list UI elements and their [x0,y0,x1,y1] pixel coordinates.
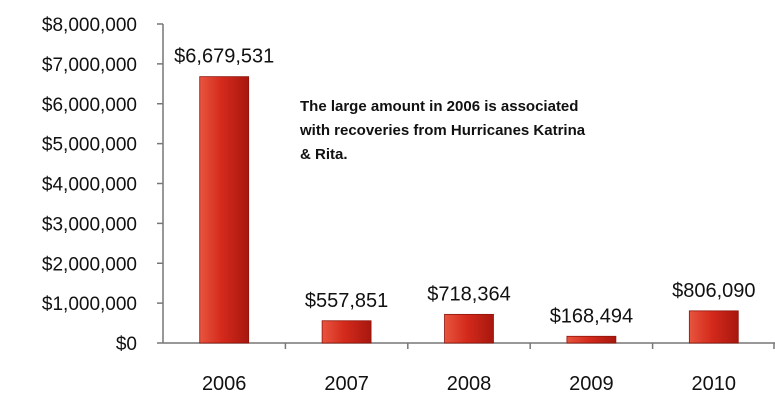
y-tick-label: $8,000,000 [42,15,137,36]
annotation-text: The large amount in 2006 is associated w… [299,98,589,163]
bar-2010 [688,310,739,344]
data-label-2007: $557,851 [305,290,388,312]
x-tick-label-2007: 2007 [324,373,369,395]
y-tick-label: $4,000,000 [42,175,137,196]
bar-2008 [444,313,494,344]
data-label-2008: $718,364 [427,283,510,305]
y-tick-label: $6,000,000 [42,95,137,116]
bar-2006 [199,76,250,344]
y-axis: $0 $1,000,000 $2,000,000 $3,000,000 $4,000,0… [42,15,164,355]
y-tick-label: $2,000,000 [42,254,137,275]
data-label-2006: $6,679,531 [174,46,274,68]
x-tick-label-2008: 2008 [447,373,492,395]
category-labels: 2006 2007 2008 2009 2010 [202,373,736,395]
bar-2007 [321,320,372,344]
bar-2009 [566,335,617,344]
y-tick-label: $0 [116,334,137,355]
y-tick-label: $1,000,000 [42,294,137,315]
y-tick-label: $5,000,000 [42,135,137,156]
annotation-line: The large amount in 2006 is associated [300,98,578,115]
x-tick-label-2009: 2009 [569,373,614,395]
y-tick-label: $3,000,000 [42,214,137,235]
data-label-2010: $806,090 [672,280,755,302]
x-tick-label-2006: 2006 [202,373,247,395]
x-axis [163,342,775,349]
bar-series [199,76,739,344]
data-labels: $6,679,531 $557,851 $718,364 $168,494 $806,0… [174,46,755,328]
x-tick-label-2010: 2010 [692,373,737,395]
annotation-line: & Rita. [300,146,348,163]
data-label-2009: $168,494 [550,305,633,327]
y-tick-label: $7,000,000 [42,55,137,76]
annotation-line: with recoveries from Hurricanes Katrina [299,122,586,139]
